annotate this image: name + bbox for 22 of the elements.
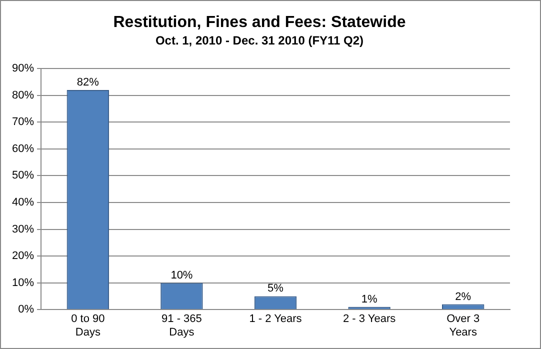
- y-tick-label: 70%: [12, 116, 34, 128]
- y-tick-label: 50%: [12, 170, 34, 182]
- y-tick-label: 40%: [12, 196, 34, 209]
- x-tick-label: 1 - 2 Years: [249, 313, 302, 326]
- y-tick-label: 0%: [18, 304, 34, 316]
- data-label: 2%: [455, 290, 472, 303]
- x-tick-label: 0 to 90 Days: [71, 313, 105, 338]
- y-tick-label: 90%: [12, 62, 34, 75]
- y-tick-label: 20%: [12, 250, 34, 262]
- data-label: 5%: [268, 282, 284, 295]
- chart-subtitle: Oct. 1, 2010 - Dec. 31 2010 (FY11 Q2): [155, 34, 364, 48]
- y-tick-label: 10%: [12, 276, 34, 289]
- data-label: 1%: [361, 293, 378, 306]
- data-label: 10%: [170, 269, 193, 282]
- chart-title: Restitution, Fines and Fees: Statewide: [113, 14, 406, 32]
- x-tick-label: 91 - 365 Days: [162, 313, 202, 338]
- x-tick-label: 2 - 3 Years: [343, 313, 396, 326]
- y-tick-label: 80%: [12, 89, 34, 102]
- x-tick-label: Over 3 Years: [446, 313, 480, 338]
- y-tick-label: 60%: [12, 142, 34, 155]
- y-tick-label: 30%: [12, 223, 34, 236]
- data-label: 82%: [76, 76, 100, 89]
